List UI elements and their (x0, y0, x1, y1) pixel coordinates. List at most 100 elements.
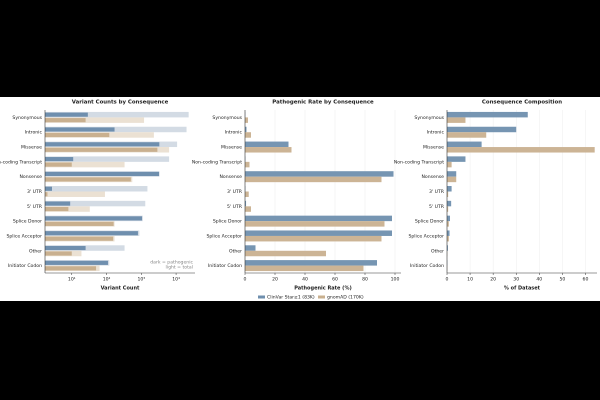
pathogenic-bar (45, 177, 131, 182)
bar (45, 111, 189, 118)
chart-title: Variant Counts by Consequence (72, 100, 169, 106)
pathogenic-bar (45, 192, 48, 197)
bar (45, 161, 125, 168)
bar (245, 235, 382, 242)
y-tick-label: Synonymous (414, 115, 444, 121)
y-tick-label: Splice Acceptor (408, 233, 444, 239)
bar (245, 230, 392, 236)
bar (447, 215, 450, 222)
pathogenic-bar (45, 245, 86, 251)
y-tick-label: Splice Acceptor (206, 233, 242, 239)
pathogenic-bar (45, 127, 115, 132)
x-tick-label: 20 (272, 277, 278, 283)
y-tick-label: Nonsense (219, 174, 242, 180)
legend-label: gnomAD (170K) (327, 295, 364, 301)
x-tick-label: 10 (467, 277, 473, 283)
y-tick-label: Missense (423, 145, 444, 151)
bar (245, 250, 326, 257)
y-tick-label: Non-coding Transcript (394, 159, 444, 165)
pathogenic-bar (45, 236, 114, 241)
bar (447, 206, 449, 212)
legend-label: ClinVar Star≥1 (83K) (267, 295, 315, 301)
bar (447, 230, 450, 236)
bar (45, 156, 170, 162)
bar (447, 132, 487, 138)
y-tick-label: Other (229, 248, 242, 254)
pathogenic-bar (45, 266, 97, 271)
x-tick-label: 0 (446, 277, 449, 283)
pathogenic-bar (45, 221, 114, 226)
x-tick-label: 0 (244, 277, 247, 283)
chart-title: Consequence Composition (482, 100, 562, 106)
pathogenic-bar (45, 118, 86, 123)
bar (245, 206, 251, 212)
bar (245, 161, 250, 168)
y-tick-label: Nonsense (421, 174, 444, 180)
annotation: light = total (166, 265, 193, 271)
x-tick-label: 100 (391, 277, 400, 283)
pathogenic-bar (45, 251, 72, 256)
bar (245, 171, 394, 177)
y-tick-label: Splice Donor (415, 219, 444, 225)
bar (245, 191, 249, 197)
bar (45, 200, 146, 207)
x-tick-label: 30 (513, 277, 519, 283)
y-tick-label: 3' UTR (429, 189, 445, 195)
x-tick-label: 10³ (137, 277, 145, 283)
bar (447, 186, 452, 192)
y-tick-label: 3' UTR (227, 189, 243, 195)
bar (245, 176, 382, 183)
bar (447, 171, 457, 177)
y-tick-label: 5' UTR (227, 204, 243, 210)
x-tick-label: 10⁴ (172, 277, 180, 283)
y-tick-label: Other (431, 248, 444, 254)
bar (245, 221, 385, 227)
bar (447, 111, 528, 118)
x-tick-label: 40 (536, 277, 542, 283)
y-tick-label: 5' UTR (429, 204, 445, 210)
bar (447, 200, 452, 207)
legend-swatch (318, 295, 325, 299)
y-tick-label: Splice Donor (213, 219, 242, 225)
pathogenic-bar (45, 206, 69, 212)
y-tick-label: Splice Donor (13, 219, 42, 225)
y-tick-label: Non-coding Transcript (192, 159, 242, 165)
x-tick-label: 10² (103, 277, 111, 283)
bar (447, 117, 466, 123)
bar (447, 141, 482, 148)
bar (45, 191, 105, 197)
x-tick-label: 10¹ (68, 277, 76, 283)
y-tick-label: Initiator Codon (8, 263, 42, 269)
pathogenic-bar (45, 171, 160, 177)
pathogenic-bar (45, 260, 108, 265)
bar (447, 126, 517, 133)
bar (245, 117, 248, 123)
bar (447, 161, 452, 168)
y-tick-label: 5' UTR (27, 204, 43, 210)
y-tick-label: Initiator Codon (208, 263, 242, 269)
pathogenic-bar (45, 186, 52, 191)
chart-title: Pathogenic Rate by Consequence (272, 100, 374, 106)
bar (245, 126, 247, 133)
legend-swatch (258, 295, 265, 299)
x-tick-label: 50 (559, 277, 565, 283)
x-tick-label: 40 (302, 277, 308, 283)
pathogenic-bar (45, 216, 143, 221)
x-tick-label: 60 (332, 277, 338, 283)
bar (245, 265, 364, 272)
y-tick-label: Missense (221, 145, 242, 151)
bar (447, 156, 466, 162)
bar (45, 186, 148, 192)
bar (45, 117, 145, 123)
bar (245, 141, 289, 148)
pathogenic-bar (45, 147, 158, 152)
bar (245, 215, 392, 222)
y-tick-label: Splice Acceptor (6, 233, 42, 239)
pathogenic-bar (45, 201, 71, 206)
pathogenic-bar (45, 132, 110, 138)
x-tick-label: 20 (490, 277, 496, 283)
x-tick-label: 60 (583, 277, 589, 283)
bar (245, 132, 251, 138)
y-tick-label: Nonsense (19, 174, 42, 180)
